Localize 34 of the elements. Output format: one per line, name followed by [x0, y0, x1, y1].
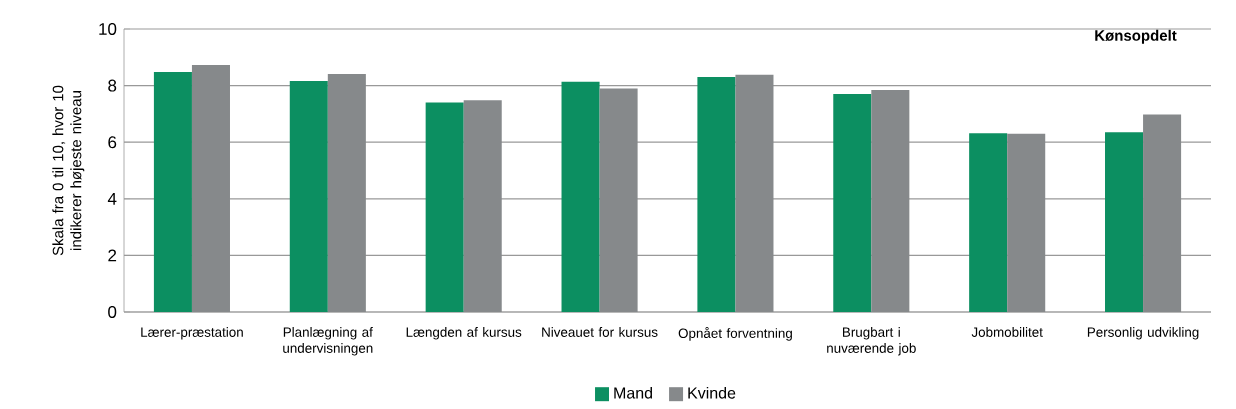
legend-label: Kvinde — [688, 386, 736, 399]
y-tick-label: 8 — [108, 79, 117, 92]
bar — [561, 81, 600, 312]
x-tick-label: Lærer-præstation — [141, 326, 243, 340]
bar — [1143, 114, 1182, 312]
x-tick-label: Planlægning af undervisningen — [283, 326, 373, 356]
bar — [463, 100, 502, 312]
bar — [697, 76, 736, 312]
bar — [1105, 132, 1144, 312]
bar — [289, 80, 328, 312]
x-tick-label: Niveauet for kursus — [542, 326, 658, 337]
y-tick-label: 6 — [108, 135, 117, 148]
x-tick-label: Brugbart i nuværende job — [827, 326, 916, 356]
y-tick-label: 4 — [107, 192, 117, 205]
bar — [1007, 133, 1046, 312]
bar — [833, 93, 872, 312]
y-tick-label: 2 — [108, 249, 117, 262]
legend-label: Mand — [614, 386, 653, 399]
bar — [969, 132, 1008, 312]
x-tick-label: Længden af kursus — [406, 326, 522, 340]
y-tick-label: 10 — [99, 22, 117, 35]
x-tick-label: Jobmobilitet — [971, 326, 1043, 337]
bar — [191, 64, 230, 312]
bar — [735, 74, 774, 312]
x-tick-label: Personlig udvikling — [1087, 326, 1199, 340]
bar — [153, 71, 192, 312]
x-tick-label: Opnået forventning — [678, 326, 792, 341]
bar — [327, 73, 366, 312]
y-axis-title: Skala fra 0 til 10, hvor 10 indikerer højeste niveau — [52, 85, 85, 256]
bar — [599, 88, 638, 312]
chart-title: Kønsopdelt — [1095, 29, 1177, 44]
bar — [425, 102, 464, 312]
bar — [871, 89, 910, 312]
y-tick-label: 0 — [108, 305, 117, 318]
